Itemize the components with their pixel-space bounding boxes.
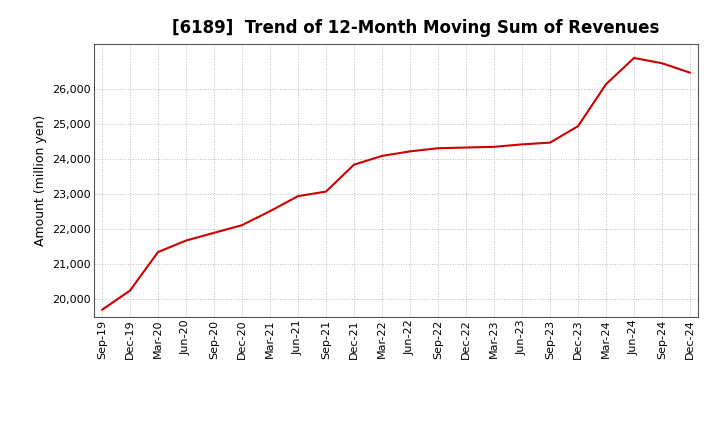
Y-axis label: Amount (million yen): Amount (million yen) bbox=[34, 115, 47, 246]
Text: [6189]  Trend of 12-Month Moving Sum of Revenues: [6189] Trend of 12-Month Moving Sum of R… bbox=[172, 19, 660, 37]
